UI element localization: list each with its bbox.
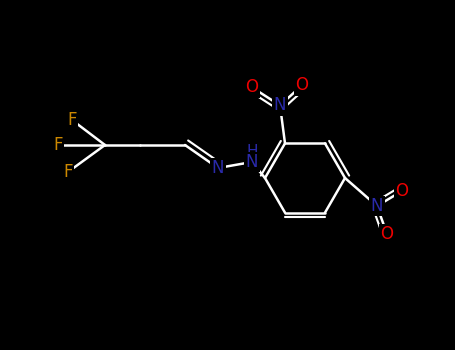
Text: F: F bbox=[53, 136, 63, 154]
Text: O: O bbox=[395, 182, 409, 200]
Text: H: H bbox=[246, 145, 258, 160]
Text: F: F bbox=[67, 111, 77, 129]
Text: N: N bbox=[246, 153, 258, 171]
Text: O: O bbox=[380, 225, 394, 243]
Text: N: N bbox=[371, 197, 383, 215]
Text: N: N bbox=[212, 159, 224, 177]
Text: O: O bbox=[295, 76, 308, 94]
Text: F: F bbox=[63, 163, 73, 181]
Text: O: O bbox=[246, 78, 258, 96]
Text: N: N bbox=[274, 96, 286, 114]
